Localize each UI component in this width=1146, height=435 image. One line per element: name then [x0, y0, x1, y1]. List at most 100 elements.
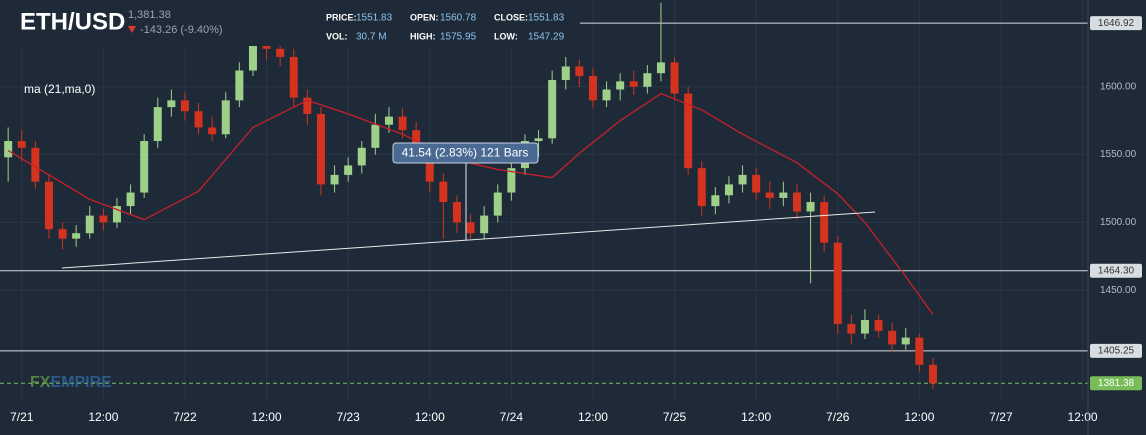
candle-body [303, 97, 312, 114]
stat-value: 1551.83 [356, 13, 393, 24]
candle-body [480, 215, 489, 234]
y-tick-label: 1500.00 [1100, 217, 1137, 228]
candle-body [548, 80, 557, 139]
stat-value: 1560.78 [440, 13, 477, 24]
candle-body [384, 116, 393, 125]
candle-body [194, 111, 203, 128]
candle-body [126, 192, 135, 207]
candle-body [330, 174, 339, 185]
candle-body [167, 100, 176, 108]
stat-value: 1547.29 [528, 32, 565, 43]
x-tick-label: 7/22 [173, 410, 197, 424]
candle-body [602, 89, 611, 101]
candle-body [847, 324, 856, 334]
x-tick-label: 12:00 [415, 410, 445, 424]
candle-body [357, 147, 366, 166]
candle-body [208, 127, 217, 135]
watermark-empire: EMPIRE [50, 374, 112, 391]
candle-body [779, 192, 788, 198]
price-axis: 7/21 12:00 7/22 12:00 7/23 12:00 7/24 12:00 7/25… [10, 16, 1142, 424]
level-box [1090, 343, 1142, 358]
candle-body [180, 100, 189, 112]
x-tick-label: 12:00 [741, 410, 771, 424]
header-bg [0, 0, 580, 46]
y-tick-label: 1600.00 [1100, 81, 1137, 92]
candle-body [697, 168, 706, 207]
level-label: 1646.92 [1098, 18, 1135, 29]
candle-body [153, 107, 162, 142]
candle-body [507, 168, 516, 193]
y-tick-label: 1450.00 [1100, 285, 1137, 296]
candle-body [262, 43, 271, 49]
candle-body [140, 141, 149, 193]
candle-body [792, 192, 801, 212]
stat-label: CLOSE: [494, 12, 528, 22]
candle-body [874, 320, 883, 331]
candle-body [656, 62, 665, 74]
candle-body [248, 43, 257, 71]
candle-body [58, 229, 67, 239]
candle-body [575, 66, 584, 76]
candle-body [561, 66, 570, 80]
stat-value: 1575.95 [440, 32, 477, 43]
x-tick-label: 7/26 [826, 410, 850, 424]
candle-body [752, 174, 761, 193]
indicator-label: ma (21,ma,0) [24, 82, 95, 96]
candle-body [833, 242, 842, 325]
level-box [1090, 263, 1142, 278]
candle-body [616, 81, 625, 90]
candle-body [425, 151, 434, 182]
candle-body [72, 233, 81, 239]
candle-body [85, 215, 94, 234]
candle-body [99, 215, 108, 223]
x-tick-label: 7/24 [500, 410, 524, 424]
last-price-label: 1381.38 [1098, 378, 1135, 389]
candle-body [928, 364, 937, 384]
level-label: 1405.25 [1098, 345, 1135, 356]
x-tick-label: 12:00 [904, 410, 934, 424]
x-tick-label: 7/27 [989, 410, 1013, 424]
change: -143.26 (-9.40%) [140, 24, 223, 36]
measure-label: 41.54 (2.83%) 121 Bars [402, 146, 529, 160]
symbol: ETH/USD [20, 8, 125, 35]
candle-body [629, 81, 638, 87]
candle-body [17, 141, 26, 148]
candle-body [765, 192, 774, 198]
level-box [1090, 16, 1142, 31]
stat-label: LOW: [494, 31, 518, 41]
candle-body [4, 141, 13, 158]
candle-body [112, 206, 121, 223]
x-tick-label: 12:00 [1068, 410, 1098, 424]
candle-body [439, 181, 448, 203]
stat-label: VOL: [326, 31, 348, 41]
trend-line [61, 211, 876, 269]
candle-body [684, 93, 693, 169]
candle-body [289, 56, 298, 98]
stat-value: 1551.83 [528, 13, 565, 24]
down-arrow [128, 26, 136, 33]
x-tick-label: 12:00 [88, 410, 118, 424]
candle-body [452, 202, 461, 223]
stat-label: PRICE: [326, 12, 357, 22]
candle-body [493, 192, 502, 216]
candle-body [711, 195, 720, 207]
candle-body [888, 330, 897, 345]
last-price-box [1090, 376, 1142, 391]
stat-label: HIGH: [410, 31, 436, 41]
candle-body [724, 184, 733, 196]
candle-body [588, 75, 597, 101]
candle-body [344, 165, 353, 175]
candle-body [466, 222, 475, 234]
x-tick-label: 12:00 [252, 410, 282, 424]
candle-body [738, 174, 747, 185]
candle-body [235, 70, 244, 101]
grid [0, 0, 1088, 400]
stats: PRICE: 1551.83 OPEN: 1560.78 CLOSE: 1551.83VO… [326, 12, 565, 42]
measure-box [392, 142, 539, 164]
candle-body [316, 113, 325, 185]
x-tick-label: 12:00 [578, 410, 608, 424]
candle-body [915, 337, 924, 365]
